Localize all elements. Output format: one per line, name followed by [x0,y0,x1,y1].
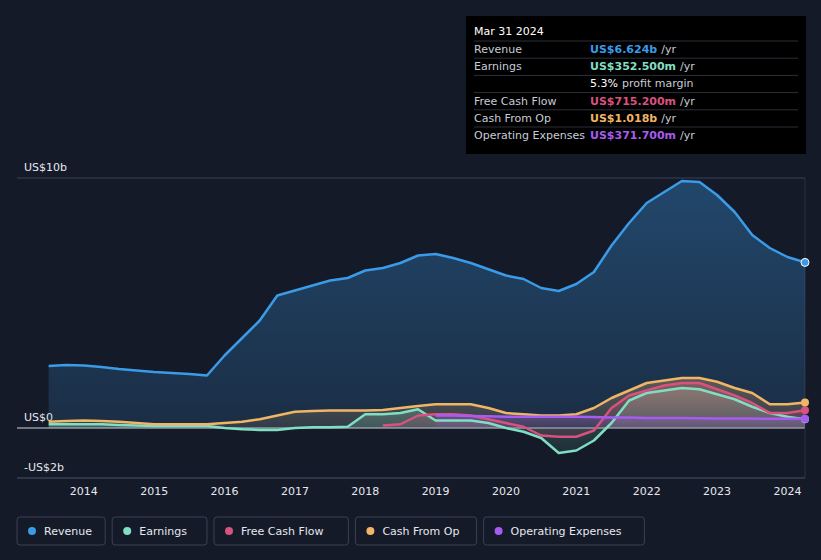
legend-label: Earnings [139,525,187,538]
series-line [436,416,805,419]
series-line [49,388,805,453]
tooltip-label: Operating Expenses [474,129,585,142]
legend-item[interactable] [355,517,476,545]
tooltip-divider [474,127,798,128]
series-line [49,181,805,376]
legend-swatch [225,527,233,535]
y-tick-label: -US$2b [24,461,64,474]
x-tick-label: 2017 [281,485,309,498]
legend-label: Operating Expenses [511,525,622,538]
tooltip-value: 5.3% profit margin [590,77,694,90]
x-tick-label: 2022 [633,485,661,498]
end-dot [801,399,809,407]
tooltip-label: Earnings [474,60,522,73]
grid-line [17,478,805,479]
x-tick-label: 2021 [562,485,590,498]
legend-label: Revenue [44,525,92,538]
tooltip: Mar 31 2024 Revenue US$6.624b/yr Earnings US… [466,16,806,154]
x-tick-label: 2023 [703,485,731,498]
y-tick-label: US$10b [24,161,67,174]
legend-label: Cash From Op [382,525,459,538]
axis-line [17,478,805,479]
legend-label: Free Cash Flow [241,525,324,538]
tooltip-value: US$6.624b/yr [590,43,676,56]
end-dot [801,415,809,423]
legend-item[interactable] [214,517,348,545]
x-tick-label: 2019 [422,485,450,498]
legend: Revenue Earnings Free Cash Flow Cash From O… [17,517,644,545]
tooltip-unit: profit margin [622,77,694,90]
tooltip-value: US$352.500m/yr [590,60,695,73]
x-tick-label: 2024 [773,485,801,498]
tooltip-value: US$371.700m/yr [590,129,695,142]
tooltip-title: Mar 31 2024 [474,25,544,38]
x-tick-label: 2018 [351,485,379,498]
chart: US$10bUS$0-US$2b201420152016201720182019… [0,0,821,560]
tooltip-value-text: US$1.018b [590,112,657,125]
series-line [49,378,805,424]
tooltip-divider [474,109,798,110]
end-dots [801,258,809,423]
end-dot [801,258,809,266]
plot-area [49,181,805,453]
legend-item[interactable] [112,517,207,545]
tooltip-label: Free Cash Flow [474,95,557,108]
tooltip-value-text: US$371.700m [590,129,676,142]
tooltip-unit: /yr [680,60,695,73]
tooltip-divider [474,75,798,76]
x-tick-label: 2015 [140,485,168,498]
legend-item[interactable] [17,517,105,545]
tooltip-divider [474,41,798,42]
legend-swatch [366,527,374,535]
tooltip-divider [474,92,798,93]
legend-swatch [495,527,503,535]
legend-item[interactable] [484,517,645,545]
area-fill [436,416,805,429]
x-tick-label: 2016 [211,485,239,498]
end-dot [801,406,809,414]
end-dot [801,415,809,423]
tooltip-value-text: US$352.500m [590,60,676,73]
tooltip-unit: /yr [680,129,695,142]
tooltip-label: Revenue [474,43,522,56]
legend-swatch [123,527,131,535]
tooltip-value-text: US$6.624b [590,43,657,56]
tooltip-divider [474,58,798,59]
area-fill [49,378,805,428]
grid-line [17,178,805,179]
x-tick-label: 2020 [492,485,520,498]
tooltip-unit: /yr [661,112,676,125]
tooltip-value: US$1.018b/yr [590,112,676,125]
tooltip-value-text: US$715.200m [590,95,676,108]
tooltip-value-text: 5.3% [590,77,618,90]
legend-swatch [28,527,36,535]
area-fill [49,181,805,428]
tooltip-box [466,16,806,154]
background [0,0,821,560]
tooltip-value: US$715.200m/yr [590,95,695,108]
tooltip-unit: /yr [680,95,695,108]
tooltip-label: Cash From Op [474,112,551,125]
tooltip-unit: /yr [661,43,676,56]
x-tick-label: 2014 [70,485,98,498]
